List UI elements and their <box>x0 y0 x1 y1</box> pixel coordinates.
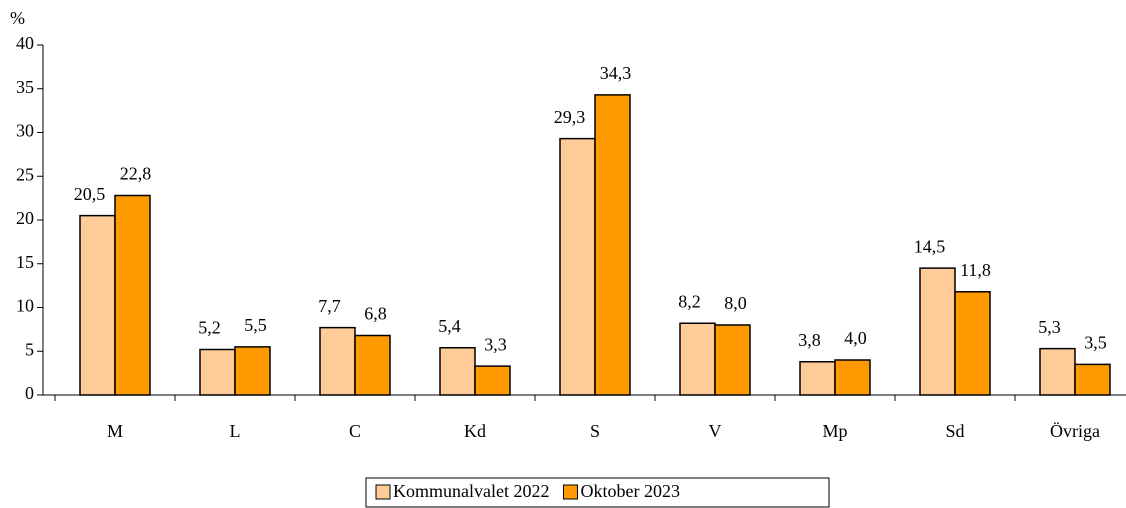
value-label: 3,8 <box>798 330 821 350</box>
bar <box>1074 363 1111 396</box>
bar <box>354 334 391 396</box>
value-label: 14,5 <box>914 236 946 256</box>
value-label: 20,5 <box>74 184 106 204</box>
bar <box>439 347 476 396</box>
value-label: 22,8 <box>120 164 152 184</box>
value-label: 5,3 <box>1038 317 1061 337</box>
value-label: 8,2 <box>678 291 701 311</box>
bar <box>1039 347 1076 396</box>
bar <box>559 137 596 396</box>
bar <box>919 267 956 396</box>
legend-label: Oktober 2023 <box>580 481 679 501</box>
y-tick-label: 5 <box>25 339 34 359</box>
x-tick-label: C <box>349 421 361 441</box>
value-label: 7,7 <box>318 296 341 316</box>
value-label: 5,4 <box>438 316 461 336</box>
value-label: 3,5 <box>1084 333 1107 353</box>
y-tick-label: 20 <box>16 208 34 228</box>
value-label: 8,0 <box>724 293 747 313</box>
y-tick-label: 10 <box>16 296 34 316</box>
bar <box>319 326 356 396</box>
y-tick-label: 40 <box>16 33 34 53</box>
legend-swatch <box>562 484 578 500</box>
x-tick-label: S <box>590 421 600 441</box>
value-label: 11,8 <box>960 260 991 280</box>
y-tick-label: 35 <box>16 77 34 97</box>
bar <box>199 348 236 396</box>
x-tick-label: V <box>709 421 722 441</box>
bar <box>954 291 991 396</box>
value-label: 6,8 <box>364 304 387 324</box>
legend-swatch <box>375 484 391 500</box>
legend-label: Kommunalvalet 2022 <box>393 481 549 501</box>
bar <box>799 361 836 396</box>
value-label: 34,3 <box>600 63 632 83</box>
bar <box>474 365 511 396</box>
x-tick-label: Kd <box>464 421 486 441</box>
value-label: 4,0 <box>844 328 867 348</box>
y-axis-label: % <box>10 8 25 28</box>
bar <box>114 194 151 396</box>
x-tick-label: M <box>107 421 123 441</box>
legend-box <box>365 477 830 508</box>
bar <box>834 359 871 396</box>
y-tick-label: 15 <box>16 252 34 272</box>
x-tick-label: Mp <box>822 421 847 441</box>
x-tick-label: Övriga <box>1050 421 1100 441</box>
value-label: 5,5 <box>244 315 267 335</box>
value-label: 3,3 <box>484 334 507 354</box>
bar <box>594 94 631 396</box>
bar <box>679 322 716 396</box>
x-tick-label: L <box>230 421 241 441</box>
x-tick-label: Sd <box>945 421 964 441</box>
y-tick-label: 0 <box>25 383 34 403</box>
value-label: 5,2 <box>198 318 221 338</box>
y-tick-label: 25 <box>16 164 34 184</box>
bar <box>714 324 751 396</box>
bar <box>234 346 271 396</box>
bar <box>79 214 116 396</box>
y-tick-label: 30 <box>16 121 34 141</box>
value-label: 29,3 <box>554 107 586 127</box>
